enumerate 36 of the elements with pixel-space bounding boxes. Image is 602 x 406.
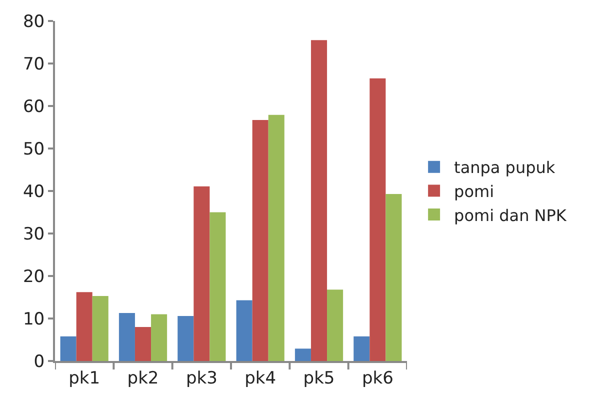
bar xyxy=(118,312,135,361)
x-tick-label: pk4 xyxy=(244,368,276,388)
bar xyxy=(194,186,210,361)
legend-label: tanpa pupuk xyxy=(454,158,556,178)
y-tick-label: 10 xyxy=(22,309,45,330)
bar xyxy=(386,194,402,361)
bar xyxy=(76,292,92,361)
legend-label: pomi xyxy=(454,182,494,201)
bar xyxy=(370,78,386,361)
y-tick-label: 70 xyxy=(22,54,45,74)
legend-label: pomi dan NPK xyxy=(454,206,567,225)
bar xyxy=(252,120,268,361)
x-tick-label: pk5 xyxy=(303,368,335,388)
y-tick-label: 20 xyxy=(22,266,45,287)
x-tick-label: pk2 xyxy=(127,368,159,388)
bar xyxy=(210,212,226,361)
bar xyxy=(294,348,311,361)
y-tick-label: 60 xyxy=(22,96,45,117)
y-tick-label: 50 xyxy=(22,139,45,160)
y-tick-label: 30 xyxy=(22,224,45,244)
bar xyxy=(134,327,152,361)
y-tick-label: 40 xyxy=(22,182,45,202)
bar xyxy=(92,296,108,361)
y-tick-label: 0 xyxy=(34,352,45,372)
bar xyxy=(60,336,76,361)
x-tick-label: pk6 xyxy=(362,368,394,388)
x-tick-label: pk3 xyxy=(186,368,218,388)
y-tick-label: 80 xyxy=(22,12,45,32)
bar xyxy=(327,290,344,361)
bar xyxy=(310,40,328,361)
bar xyxy=(178,316,194,361)
bar xyxy=(236,300,252,361)
bar xyxy=(151,314,168,361)
x-tick-label: pk1 xyxy=(68,368,100,388)
bar xyxy=(268,114,284,361)
bar xyxy=(354,336,370,361)
